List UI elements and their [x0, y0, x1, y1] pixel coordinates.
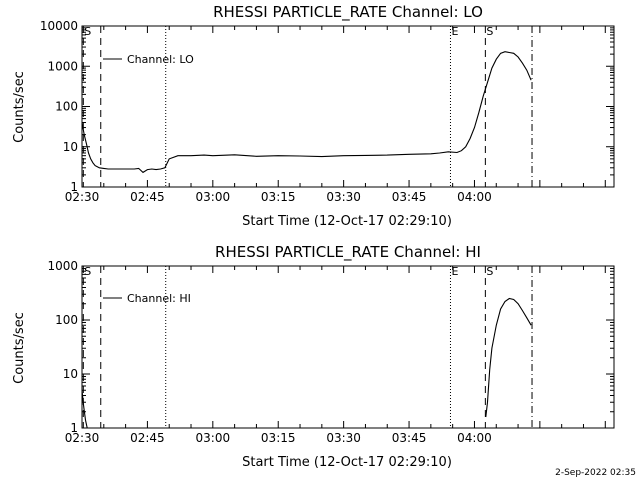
event-marker-label: S	[486, 265, 493, 278]
x-axis-label-hi: Start Time (12-Oct-17 02:29:10)	[242, 455, 452, 470]
x-tick-label: 02:30	[65, 431, 100, 445]
x-tick-label: 02:45	[130, 190, 165, 204]
legend-label-hi: Channel: HI	[127, 292, 191, 305]
x-axis-label-lo: Start Time (12-Oct-17 02:29:10)	[242, 214, 452, 229]
y-axis-label-hi: Counts/sec	[12, 312, 27, 384]
x-tick-label: 02:45	[130, 431, 165, 445]
x-tick-label: 03:00	[196, 431, 231, 445]
x-tick-label: 03:30	[326, 431, 361, 445]
legend-label-lo: Channel: LO	[127, 53, 194, 66]
x-tick-label: 04:00	[457, 431, 492, 445]
generated-timestamp: 2-Sep-2022 02:35	[555, 468, 636, 478]
y-tick-label: 100	[55, 100, 78, 114]
event-marker-label: E	[451, 25, 458, 38]
y-tick-label: 1	[70, 421, 78, 435]
x-tick-label: 03:45	[392, 431, 427, 445]
event-marker-label: S	[486, 25, 493, 38]
plot-frame	[81, 265, 615, 429]
y-tick-label: 10	[63, 140, 78, 154]
panel-hi: 02:30 02:45 03:00 03:15 03:30 03:45 04:00 1 10 10…	[47, 259, 615, 445]
event-marker-label: S	[84, 25, 91, 38]
x-tick-label: 03:45	[392, 190, 427, 204]
y-tick-label: 1	[70, 180, 78, 194]
event-marker-label: S	[84, 265, 91, 278]
x-tick-label: 03:15	[261, 190, 296, 204]
y-tick-label: 1000	[47, 59, 78, 73]
event-marker-label: E	[451, 265, 458, 278]
chart-title-hi: RHESSI PARTICLE_RATE Channel: HI	[215, 243, 481, 262]
x-tick-label: 03:30	[326, 190, 361, 204]
series-line	[82, 51, 532, 174]
panel-lo: 02:30 02:45 03:00 03:15 03:30 03:45 04:00 1 10 10…	[40, 19, 615, 204]
y-tick-label: 10	[63, 367, 78, 381]
y-tick-label: 10000	[40, 19, 78, 33]
chart-title-lo: RHESSI PARTICLE_RATE Channel: LO	[213, 3, 483, 22]
x-tick-label: 03:00	[196, 190, 231, 204]
x-tick-label: 03:15	[261, 431, 296, 445]
x-tick-label: 02:30	[65, 190, 100, 204]
y-tick-label: 1000	[47, 259, 78, 273]
plot-frame	[81, 25, 615, 188]
y-tick-label: 100	[55, 313, 78, 327]
x-tick-label: 04:00	[457, 190, 492, 204]
series-line	[82, 297, 532, 428]
y-axis-label-lo: Counts/sec	[12, 71, 27, 143]
